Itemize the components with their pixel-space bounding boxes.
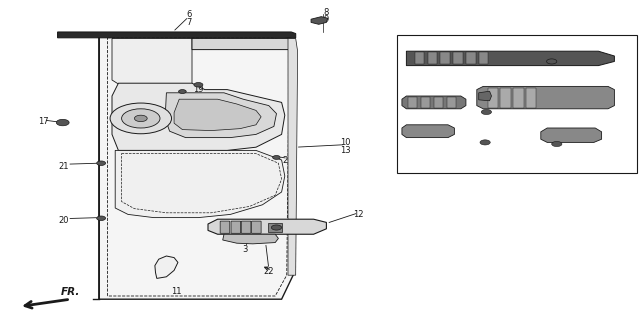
Bar xyxy=(488,88,498,108)
Circle shape xyxy=(547,59,557,64)
Polygon shape xyxy=(174,99,261,131)
Circle shape xyxy=(56,119,69,126)
Polygon shape xyxy=(477,86,614,109)
Circle shape xyxy=(481,109,492,115)
Text: 16: 16 xyxy=(177,93,188,102)
Text: 17: 17 xyxy=(38,117,49,126)
Text: 22: 22 xyxy=(264,267,274,276)
Bar xyxy=(408,97,417,108)
Circle shape xyxy=(110,103,172,134)
Text: 22: 22 xyxy=(596,53,607,62)
Text: 4: 4 xyxy=(442,60,447,68)
Text: 10: 10 xyxy=(340,138,351,147)
Circle shape xyxy=(134,115,147,122)
Polygon shape xyxy=(115,150,285,218)
Circle shape xyxy=(480,140,490,145)
Polygon shape xyxy=(288,38,298,275)
Text: TRW4B3910: TRW4B3910 xyxy=(600,169,634,174)
Text: 7: 7 xyxy=(186,18,191,27)
Text: 19: 19 xyxy=(193,85,204,94)
Bar xyxy=(447,97,456,108)
Circle shape xyxy=(552,141,562,147)
Circle shape xyxy=(122,109,160,128)
Polygon shape xyxy=(165,93,276,138)
Polygon shape xyxy=(155,256,178,278)
Text: 8: 8 xyxy=(324,8,329,17)
Bar xyxy=(434,97,443,108)
FancyBboxPatch shape xyxy=(241,221,251,233)
Text: 6: 6 xyxy=(186,10,191,19)
Bar xyxy=(415,52,424,64)
Polygon shape xyxy=(112,83,285,150)
Polygon shape xyxy=(479,91,492,101)
Bar xyxy=(479,52,488,64)
Polygon shape xyxy=(99,34,294,299)
FancyBboxPatch shape xyxy=(220,221,230,233)
Circle shape xyxy=(194,83,203,87)
Polygon shape xyxy=(112,38,192,96)
Polygon shape xyxy=(406,51,614,66)
Bar xyxy=(428,52,437,64)
Bar xyxy=(500,88,511,108)
Polygon shape xyxy=(208,219,326,234)
Text: FR.: FR. xyxy=(61,287,80,297)
Polygon shape xyxy=(58,32,296,38)
Circle shape xyxy=(271,225,282,230)
Bar xyxy=(397,35,637,173)
Text: 21: 21 xyxy=(59,162,69,171)
Text: 3: 3 xyxy=(243,245,248,254)
Polygon shape xyxy=(402,125,454,138)
Text: 15: 15 xyxy=(611,144,621,153)
Bar xyxy=(440,52,450,64)
Text: 20: 20 xyxy=(59,216,69,225)
Polygon shape xyxy=(311,17,328,24)
Text: 14: 14 xyxy=(435,103,445,112)
Text: 9: 9 xyxy=(324,15,329,24)
Circle shape xyxy=(97,161,106,165)
Bar xyxy=(466,52,476,64)
Text: 18: 18 xyxy=(272,223,282,232)
Polygon shape xyxy=(402,96,466,109)
Circle shape xyxy=(273,156,280,159)
Polygon shape xyxy=(541,128,602,142)
Bar xyxy=(421,97,430,108)
Text: 23: 23 xyxy=(283,156,293,164)
FancyBboxPatch shape xyxy=(252,221,261,233)
Text: 11: 11 xyxy=(171,287,181,296)
Text: 13: 13 xyxy=(340,146,351,155)
Circle shape xyxy=(97,216,106,220)
Text: 12: 12 xyxy=(353,210,364,219)
Text: 2: 2 xyxy=(613,116,618,124)
Text: 18: 18 xyxy=(564,135,575,144)
Text: 22: 22 xyxy=(500,86,511,95)
Circle shape xyxy=(179,90,186,93)
Text: 22: 22 xyxy=(526,82,536,91)
Bar xyxy=(453,52,463,64)
Polygon shape xyxy=(192,38,296,50)
Text: 5: 5 xyxy=(564,47,569,56)
Polygon shape xyxy=(223,234,278,244)
Text: 22: 22 xyxy=(472,45,482,54)
Text: 1: 1 xyxy=(495,116,500,124)
FancyBboxPatch shape xyxy=(231,221,241,233)
Bar xyxy=(268,223,282,232)
Bar xyxy=(526,88,536,108)
Bar xyxy=(513,88,524,108)
